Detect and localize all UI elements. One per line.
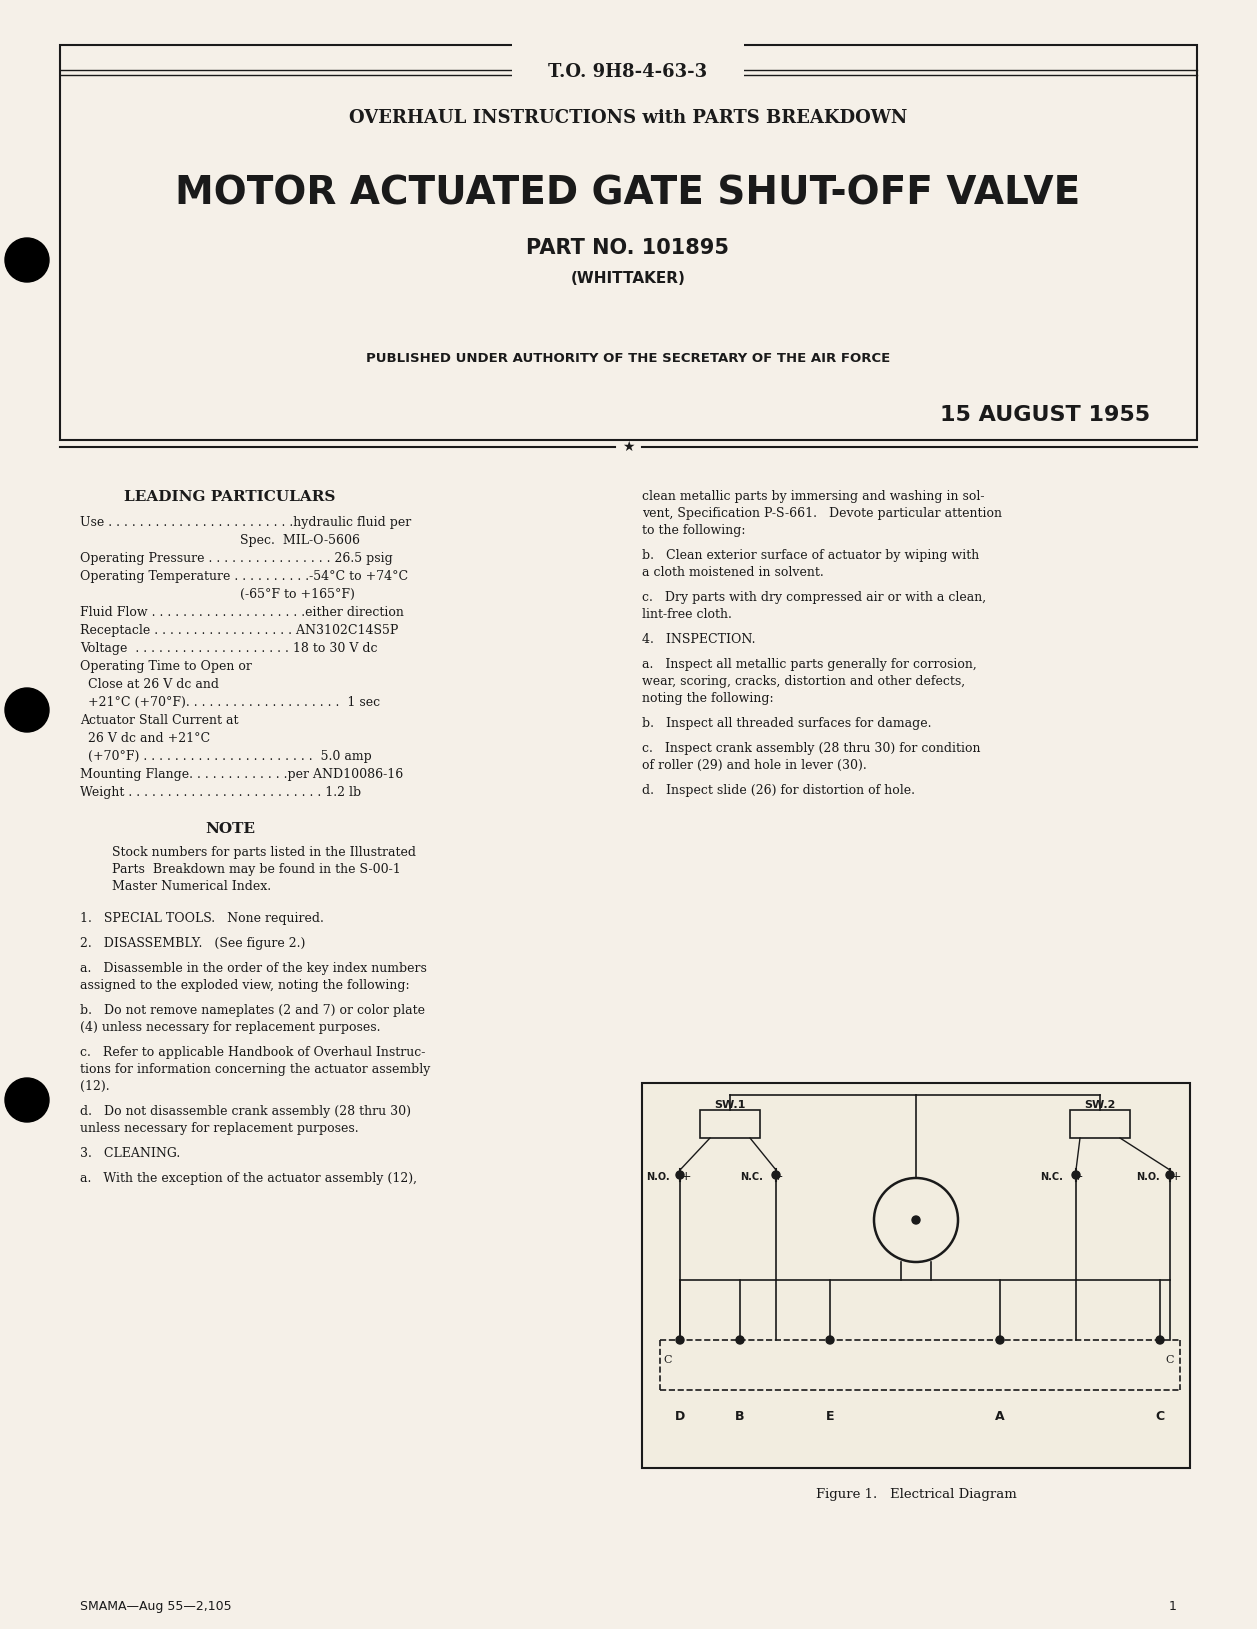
Text: c.   Refer to applicable Handbook of Overhaul Instruc-: c. Refer to applicable Handbook of Overh…	[80, 1046, 425, 1059]
Bar	[1070, 1109, 1130, 1139]
Circle shape	[737, 1336, 744, 1344]
Text: Operating Time to Open or: Operating Time to Open or	[80, 660, 251, 673]
Text: N.O.: N.O.	[1136, 1171, 1160, 1183]
Circle shape	[676, 1171, 684, 1179]
Text: C: C	[1155, 1411, 1164, 1424]
Text: Mounting Flange. . . . . . . . . . . . .per AND10086-16: Mounting Flange. . . . . . . . . . . . .…	[80, 767, 403, 780]
Text: SW.2: SW.2	[1085, 1100, 1116, 1109]
Text: Spec.  MIL-O-5606: Spec. MIL-O-5606	[80, 534, 360, 547]
Circle shape	[913, 1215, 920, 1223]
Text: d.   Do not disassemble crank assembly (28 thru 30): d. Do not disassemble crank assembly (28…	[80, 1104, 411, 1117]
Text: (-65°F to +165°F): (-65°F to +165°F)	[80, 588, 354, 601]
Bar	[60, 46, 1197, 440]
Text: (4) unless necessary for replacement purposes.: (4) unless necessary for replacement pur…	[80, 1021, 381, 1034]
Text: Operating Pressure . . . . . . . . . . . . . . . . 26.5 psig: Operating Pressure . . . . . . . . . . .…	[80, 552, 392, 565]
Text: Fluid Flow . . . . . . . . . . . . . . . . . . . .either direction: Fluid Flow . . . . . . . . . . . . . . .…	[80, 606, 403, 619]
Text: 26 V dc and +21°C: 26 V dc and +21°C	[80, 731, 210, 744]
Text: d.   Inspect slide (26) for distortion of hole.: d. Inspect slide (26) for distortion of …	[642, 784, 915, 797]
Text: of roller (29) and hole in lever (30).: of roller (29) and hole in lever (30).	[642, 759, 867, 772]
Circle shape	[1166, 1171, 1174, 1179]
Text: SMAMA—Aug 55—2,105: SMAMA—Aug 55—2,105	[80, 1600, 231, 1613]
Circle shape	[772, 1171, 781, 1179]
Text: Stock numbers for parts listed in the Illustrated: Stock numbers for parts listed in the Il…	[101, 845, 416, 858]
Text: Use . . . . . . . . . . . . . . . . . . . . . . . .hydraulic fluid per: Use . . . . . . . . . . . . . . . . . . …	[80, 516, 411, 529]
Text: tions for information concerning the actuator assembly: tions for information concerning the act…	[80, 1064, 430, 1077]
Text: assigned to the exploded view, noting the following:: assigned to the exploded view, noting th…	[80, 979, 410, 992]
Text: OVERHAUL INSTRUCTIONS with PARTS BREAKDOWN: OVERHAUL INSTRUCTIONS with PARTS BREAKDO…	[348, 109, 908, 127]
Bar	[642, 1083, 1190, 1468]
Text: LEADING PARTICULARS: LEADING PARTICULARS	[124, 490, 336, 503]
Text: Voltage  . . . . . . . . . . . . . . . . . . . . 18 to 30 V dc: Voltage . . . . . . . . . . . . . . . . …	[80, 642, 377, 655]
Text: noting the following:: noting the following:	[642, 692, 773, 705]
Text: PART NO. 101895: PART NO. 101895	[527, 238, 729, 257]
Text: Master Numerical Index.: Master Numerical Index.	[101, 880, 272, 893]
Text: C: C	[664, 1355, 672, 1365]
Text: a.   With the exception of the actuator assembly (12),: a. With the exception of the actuator as…	[80, 1171, 417, 1184]
Text: 1.   SPECIAL TOOLS.   None required.: 1. SPECIAL TOOLS. None required.	[80, 912, 324, 925]
Text: SW.1: SW.1	[714, 1100, 745, 1109]
Text: vent, Specification P-S-661.   Devote particular attention: vent, Specification P-S-661. Devote part…	[642, 507, 1002, 520]
Text: unless necessary for replacement purposes.: unless necessary for replacement purpose…	[80, 1122, 358, 1135]
Text: +21°C (+70°F). . . . . . . . . . . . . . . . . . . .  1 sec: +21°C (+70°F). . . . . . . . . . . . . .…	[80, 696, 380, 709]
Text: +: +	[773, 1171, 783, 1184]
Text: ★: ★	[622, 440, 635, 454]
Text: (12).: (12).	[80, 1080, 109, 1093]
Text: a.   Disassemble in the order of the key index numbers: a. Disassemble in the order of the key i…	[80, 963, 427, 976]
Text: B: B	[735, 1411, 744, 1424]
Text: Figure 1.   Electrical Diagram: Figure 1. Electrical Diagram	[816, 1487, 1017, 1500]
Text: NOTE: NOTE	[205, 823, 255, 836]
Circle shape	[5, 238, 49, 282]
Text: clean metallic parts by immersing and washing in sol-: clean metallic parts by immersing and wa…	[642, 490, 984, 503]
Text: a cloth moistened in solvent.: a cloth moistened in solvent.	[642, 565, 823, 578]
Text: N.C.: N.C.	[1040, 1171, 1063, 1183]
Text: c.   Inspect crank assembly (28 thru 30) for condition: c. Inspect crank assembly (28 thru 30) f…	[642, 741, 980, 754]
Text: Close at 26 V dc and: Close at 26 V dc and	[80, 678, 219, 691]
Circle shape	[1156, 1336, 1164, 1344]
Circle shape	[5, 687, 49, 731]
Circle shape	[996, 1336, 1004, 1344]
Circle shape	[5, 1078, 49, 1122]
Text: b.   Inspect all threaded surfaces for damage.: b. Inspect all threaded surfaces for dam…	[642, 717, 931, 730]
Text: PUBLISHED UNDER AUTHORITY OF THE SECRETARY OF THE AIR FORCE: PUBLISHED UNDER AUTHORITY OF THE SECRETA…	[366, 352, 890, 365]
Text: (+70°F) . . . . . . . . . . . . . . . . . . . . . .  5.0 amp: (+70°F) . . . . . . . . . . . . . . . . …	[80, 749, 372, 762]
Text: +: +	[681, 1171, 691, 1184]
Circle shape	[1072, 1171, 1080, 1179]
Text: to the following:: to the following:	[642, 525, 745, 538]
Text: +: +	[1072, 1171, 1084, 1184]
Text: lint-free cloth.: lint-free cloth.	[642, 608, 732, 621]
Text: 15 AUGUST 1955: 15 AUGUST 1955	[940, 406, 1150, 425]
Text: Operating Temperature . . . . . . . . . .-54°C to +74°C: Operating Temperature . . . . . . . . . …	[80, 570, 409, 583]
Text: Actuator Stall Current at: Actuator Stall Current at	[80, 714, 239, 727]
Text: c.   Dry parts with dry compressed air or with a clean,: c. Dry parts with dry compressed air or …	[642, 591, 987, 604]
Text: Weight . . . . . . . . . . . . . . . . . . . . . . . . . 1.2 lb: Weight . . . . . . . . . . . . . . . . .…	[80, 787, 361, 798]
Text: MOTOR ACTUATED GATE SHUT-OFF VALVE: MOTOR ACTUATED GATE SHUT-OFF VALVE	[176, 174, 1081, 212]
Text: T.O. 9H8-4-63-3: T.O. 9H8-4-63-3	[548, 64, 708, 81]
Text: 4.   INSPECTION.: 4. INSPECTION.	[642, 634, 755, 647]
Text: (WHITTAKER): (WHITTAKER)	[571, 270, 685, 285]
Text: wear, scoring, cracks, distortion and other defects,: wear, scoring, cracks, distortion and ot…	[642, 674, 965, 687]
Text: b.   Clean exterior surface of actuator by wiping with: b. Clean exterior surface of actuator by…	[642, 549, 979, 562]
Text: a.   Inspect all metallic parts generally for corrosion,: a. Inspect all metallic parts generally …	[642, 658, 977, 671]
Text: 3.   CLEANING.: 3. CLEANING.	[80, 1147, 180, 1160]
Text: C: C	[1165, 1355, 1174, 1365]
Circle shape	[676, 1336, 684, 1344]
Text: N.O.: N.O.	[646, 1171, 670, 1183]
Text: Parts  Breakdown may be found in the S-00-1: Parts Breakdown may be found in the S-00…	[101, 863, 401, 876]
Text: b.   Do not remove nameplates (2 and 7) or color plate: b. Do not remove nameplates (2 and 7) or…	[80, 1003, 425, 1016]
Text: A: A	[996, 1411, 1004, 1424]
Text: Receptacle . . . . . . . . . . . . . . . . . . AN3102C14S5P: Receptacle . . . . . . . . . . . . . . .…	[80, 624, 398, 637]
Text: E: E	[826, 1411, 835, 1424]
Text: +: +	[1170, 1171, 1182, 1184]
Circle shape	[826, 1336, 833, 1344]
Text: 2.   DISASSEMBLY.   (See figure 2.): 2. DISASSEMBLY. (See figure 2.)	[80, 937, 305, 950]
Text: 1: 1	[1169, 1600, 1177, 1613]
Text: D: D	[675, 1411, 685, 1424]
Bar	[700, 1109, 760, 1139]
Text: N.C.: N.C.	[740, 1171, 763, 1183]
